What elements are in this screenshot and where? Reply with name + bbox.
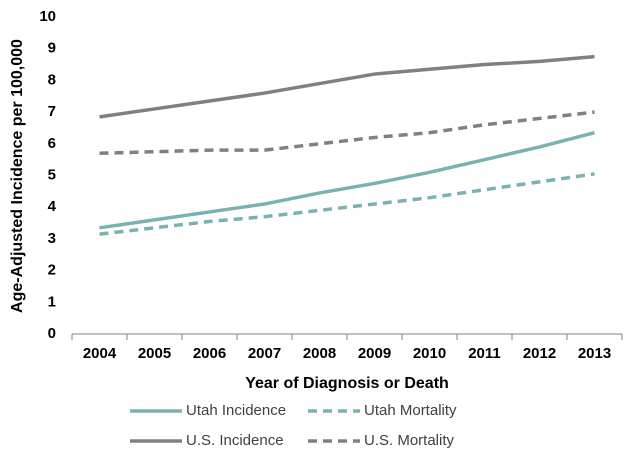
y-tick-label: 10 xyxy=(39,8,56,25)
x-tick-label: 2008 xyxy=(303,345,336,362)
x-tick-label: 2012 xyxy=(523,345,556,362)
x-tick-label: 2005 xyxy=(138,345,171,362)
legend-label: U.S. Mortality xyxy=(364,432,455,449)
x-tick-label: 2009 xyxy=(358,345,391,362)
y-tick-label: 3 xyxy=(48,230,56,247)
series-line xyxy=(99,131,595,230)
x-tick-label: 2013 xyxy=(578,345,611,362)
y-tick-label: 9 xyxy=(48,40,56,57)
series-line xyxy=(99,54,595,119)
x-tick-label: 2004 xyxy=(83,345,117,362)
series-line xyxy=(99,172,595,236)
x-tick-label: 2011 xyxy=(468,345,501,362)
y-tick-label: 0 xyxy=(48,325,56,342)
y-tick-label: 8 xyxy=(48,71,56,88)
legend-label: Utah Incidence xyxy=(186,402,286,419)
y-tick-label: 4 xyxy=(48,198,57,215)
x-tick-label: 2006 xyxy=(193,345,226,362)
y-tick-label: 1 xyxy=(48,293,56,310)
y-tick-label: 6 xyxy=(48,135,56,152)
series-line xyxy=(99,110,595,156)
x-tick-label: 2007 xyxy=(248,345,281,362)
y-tick-label: 5 xyxy=(48,166,56,183)
legend-label: Utah Mortality xyxy=(364,402,457,419)
y-axis-title: Age-Adjusted Incidence per 100,000 xyxy=(9,39,26,313)
x-tick-label: 2010 xyxy=(413,345,446,362)
x-axis-title: Year of Diagnosis or Death xyxy=(245,375,449,392)
y-tick-label: 7 xyxy=(48,103,56,120)
legend-label: U.S. Incidence xyxy=(186,432,284,449)
y-tick-label: 2 xyxy=(48,262,56,279)
